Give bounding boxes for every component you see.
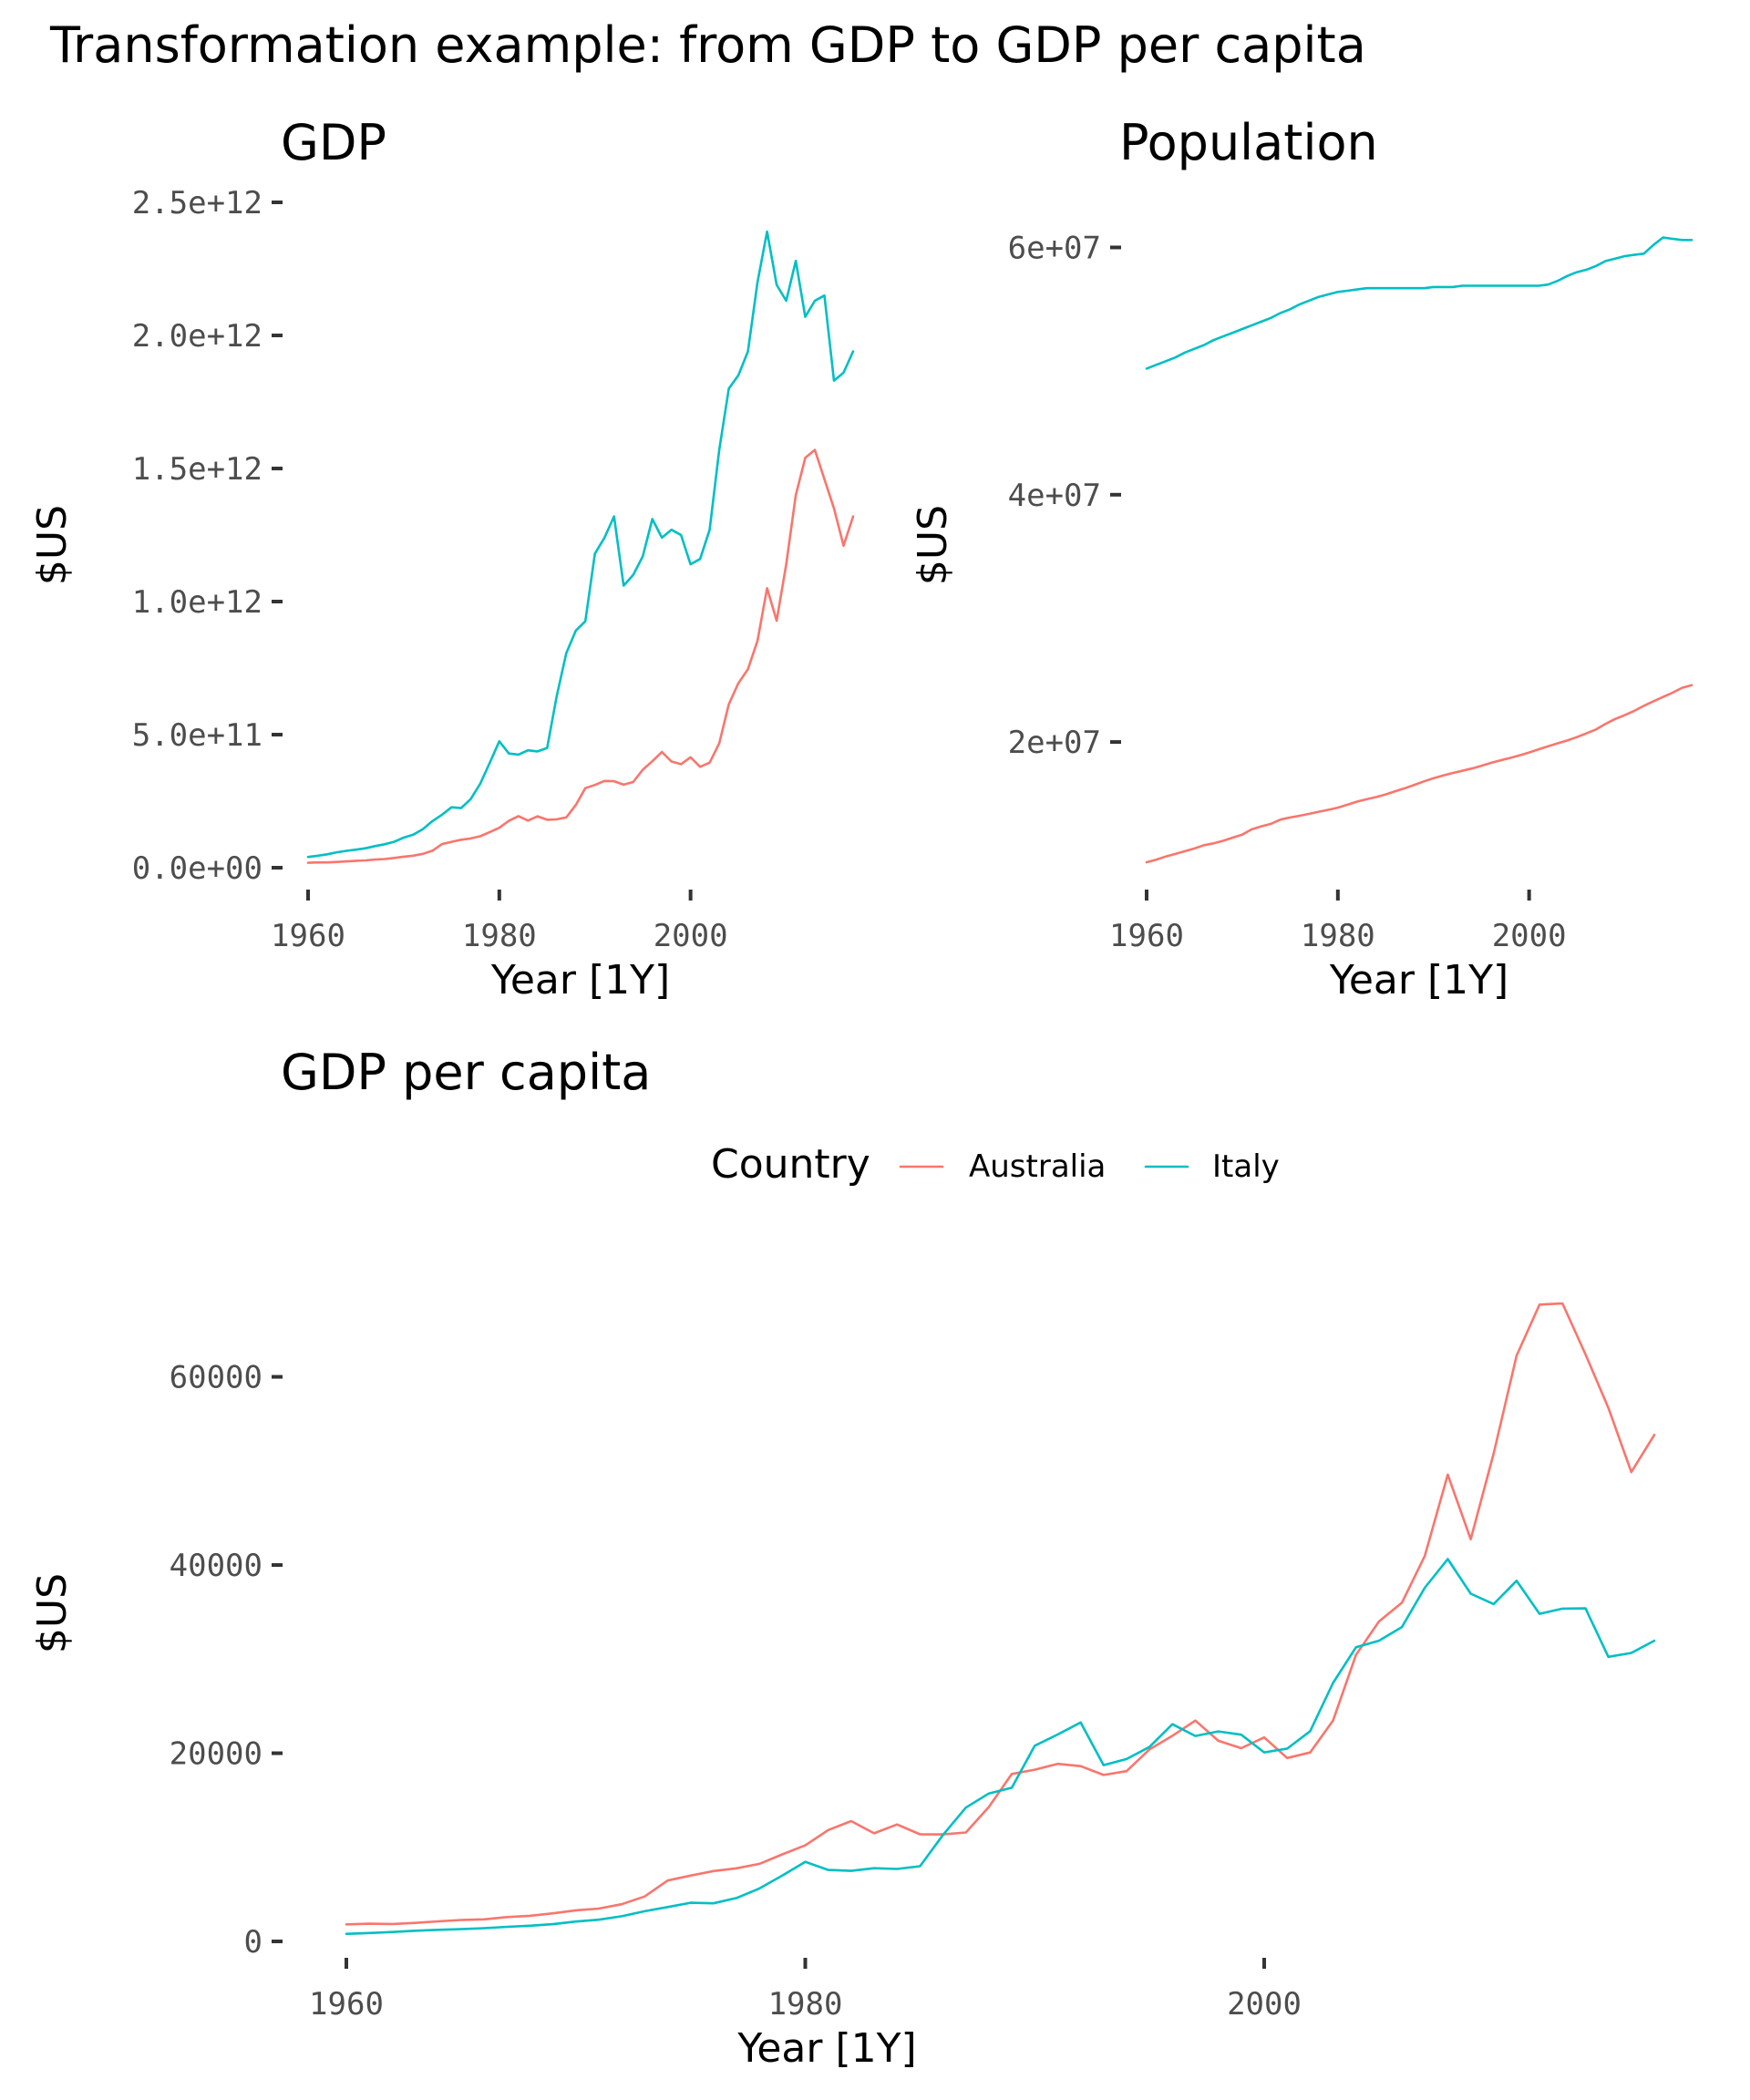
y-tick-label: 2.0e+12 — [132, 318, 262, 355]
y-axis-label: $US — [29, 505, 76, 585]
legend-label-australia: Australia — [969, 1148, 1106, 1185]
panel-gdp: GDP $US Year [1Y] 0.0e+00 5.0e+11 1.0e+12 1.5e… — [29, 114, 855, 1004]
panel-title: GDP — [281, 114, 386, 171]
x-tick-label: 2000 — [1492, 918, 1567, 954]
x-tick-label: 1980 — [462, 918, 537, 954]
y-tick-label: 0 — [244, 1924, 262, 1961]
y-tick-label: 0.0e+00 — [132, 850, 262, 887]
legend-title: Country — [711, 1141, 870, 1188]
x-tick-label: 2000 — [654, 918, 728, 954]
series-line-australia — [1145, 684, 1693, 864]
y-tick-label: 5.0e+11 — [132, 717, 262, 754]
x-axis-label: Year [1Y] — [1329, 957, 1508, 1004]
panel-gdp-per-capita: GDP per capita $US Year [1Y] 0 20000 40000 600… — [29, 1044, 1656, 2072]
series-line-italy — [306, 230, 855, 859]
y-tick-label: 1.5e+12 — [132, 451, 262, 488]
y-tick-label: 2e+07 — [1008, 725, 1101, 761]
series-line-australia — [345, 1302, 1656, 1926]
x-tick-label: 1960 — [309, 1986, 384, 2023]
panel-title: GDP per capita — [281, 1044, 651, 1101]
y-axis-label: $US — [910, 505, 956, 585]
x-axis-label: Year [1Y] — [736, 2025, 916, 2072]
y-tick-label: 20000 — [170, 1736, 262, 1773]
legend-label-italy: Italy — [1212, 1148, 1280, 1185]
main-title: Transformation example: from GDP to GDP … — [49, 16, 1366, 74]
y-axis-label: $US — [29, 1573, 76, 1653]
panel-title: Population — [1119, 114, 1378, 171]
legend: Country Australia Italy — [711, 1141, 1280, 1188]
series-line-italy — [345, 1558, 1656, 1935]
x-tick-label: 1960 — [271, 918, 345, 954]
y-tick-label: 4e+07 — [1008, 478, 1101, 514]
y-tick-label: 1.0e+12 — [132, 584, 262, 621]
x-tick-label: 1980 — [768, 1986, 843, 2023]
x-tick-label: 1980 — [1301, 918, 1375, 954]
series-line-australia — [306, 448, 855, 864]
y-tick-label: 40000 — [170, 1548, 262, 1584]
series-line-italy — [1145, 236, 1693, 370]
x-axis-label: Year [1Y] — [490, 957, 670, 1004]
y-tick-label: 6e+07 — [1008, 230, 1101, 266]
panel-population: Population $US Year [1Y] 2e+07 4e+07 6e+07 196… — [910, 114, 1693, 1004]
y-tick-label: 60000 — [170, 1360, 262, 1396]
x-tick-label: 2000 — [1227, 1986, 1302, 2023]
y-tick-label: 2.5e+12 — [132, 185, 262, 221]
x-tick-label: 1960 — [1109, 918, 1184, 954]
